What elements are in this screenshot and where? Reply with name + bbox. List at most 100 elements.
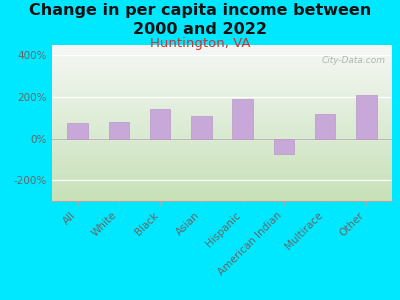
- Bar: [52, 97, 392, 98]
- Bar: [52, 90, 392, 92]
- Bar: [52, 142, 392, 143]
- Bar: [52, 184, 392, 185]
- Bar: [52, 87, 392, 89]
- Bar: [52, 84, 392, 86]
- Bar: [52, 175, 392, 176]
- Bar: [52, 67, 392, 68]
- Bar: [52, 192, 392, 193]
- Bar: [52, 164, 392, 165]
- Bar: [274, 139, 294, 154]
- Bar: [52, 151, 392, 153]
- Bar: [52, 176, 392, 178]
- Bar: [52, 79, 392, 81]
- Bar: [52, 56, 392, 58]
- Bar: [52, 123, 392, 124]
- Bar: [315, 114, 335, 139]
- Bar: [52, 122, 392, 123]
- Bar: [52, 146, 392, 148]
- Bar: [52, 78, 392, 79]
- Bar: [52, 190, 392, 192]
- Bar: [52, 182, 392, 184]
- Bar: [52, 107, 392, 109]
- Bar: [52, 64, 392, 65]
- Bar: [52, 128, 392, 129]
- Bar: [52, 81, 392, 82]
- Bar: [52, 59, 392, 61]
- Bar: [52, 54, 392, 56]
- Bar: [52, 71, 392, 73]
- Bar: [52, 46, 392, 48]
- Bar: [52, 153, 392, 154]
- Bar: [68, 123, 88, 139]
- Text: Change in per capita income between
2000 and 2022: Change in per capita income between 2000…: [29, 3, 371, 37]
- Bar: [52, 89, 392, 90]
- Bar: [52, 148, 392, 149]
- Bar: [52, 173, 392, 175]
- Bar: [52, 82, 392, 84]
- Bar: [52, 129, 392, 131]
- Bar: [52, 109, 392, 110]
- Bar: [52, 124, 392, 126]
- Bar: [52, 93, 392, 95]
- Bar: [52, 101, 392, 103]
- Bar: [52, 154, 392, 156]
- Bar: [52, 145, 392, 146]
- Bar: [52, 45, 392, 46]
- Bar: [52, 110, 392, 112]
- Bar: [52, 62, 392, 64]
- Bar: [52, 136, 392, 137]
- Bar: [52, 168, 392, 170]
- Bar: [52, 131, 392, 132]
- Bar: [52, 120, 392, 122]
- Bar: [52, 112, 392, 114]
- Bar: [52, 114, 392, 115]
- Bar: [52, 162, 392, 164]
- Bar: [356, 95, 376, 139]
- Bar: [52, 53, 392, 54]
- Bar: [52, 196, 392, 198]
- Bar: [52, 139, 392, 140]
- Bar: [52, 188, 392, 190]
- Bar: [52, 134, 392, 136]
- Bar: [52, 106, 392, 107]
- Bar: [52, 92, 392, 93]
- Bar: [52, 132, 392, 134]
- Bar: [52, 68, 392, 70]
- Bar: [52, 198, 392, 200]
- Bar: [52, 126, 392, 128]
- Bar: [232, 99, 253, 139]
- Bar: [52, 187, 392, 188]
- Bar: [52, 170, 392, 171]
- Bar: [52, 98, 392, 100]
- Bar: [52, 178, 392, 179]
- Bar: [52, 185, 392, 187]
- Bar: [52, 100, 392, 101]
- Bar: [191, 116, 212, 139]
- Bar: [52, 171, 392, 173]
- Bar: [52, 156, 392, 157]
- Bar: [52, 159, 392, 160]
- Bar: [52, 143, 392, 145]
- Bar: [52, 195, 392, 196]
- Bar: [52, 137, 392, 139]
- Bar: [52, 85, 392, 87]
- Bar: [52, 76, 392, 78]
- Bar: [52, 179, 392, 181]
- Bar: [52, 50, 392, 51]
- Bar: [52, 70, 392, 71]
- Bar: [150, 110, 170, 139]
- Bar: [52, 115, 392, 117]
- Bar: [52, 75, 392, 76]
- Bar: [52, 95, 392, 97]
- Bar: [52, 200, 392, 201]
- Bar: [52, 140, 392, 142]
- Bar: [52, 167, 392, 168]
- Bar: [52, 149, 392, 151]
- Bar: [109, 122, 129, 139]
- Bar: [52, 48, 392, 50]
- Bar: [52, 181, 392, 182]
- Bar: [52, 51, 392, 53]
- Bar: [52, 118, 392, 120]
- Bar: [52, 103, 392, 104]
- Bar: [52, 73, 392, 75]
